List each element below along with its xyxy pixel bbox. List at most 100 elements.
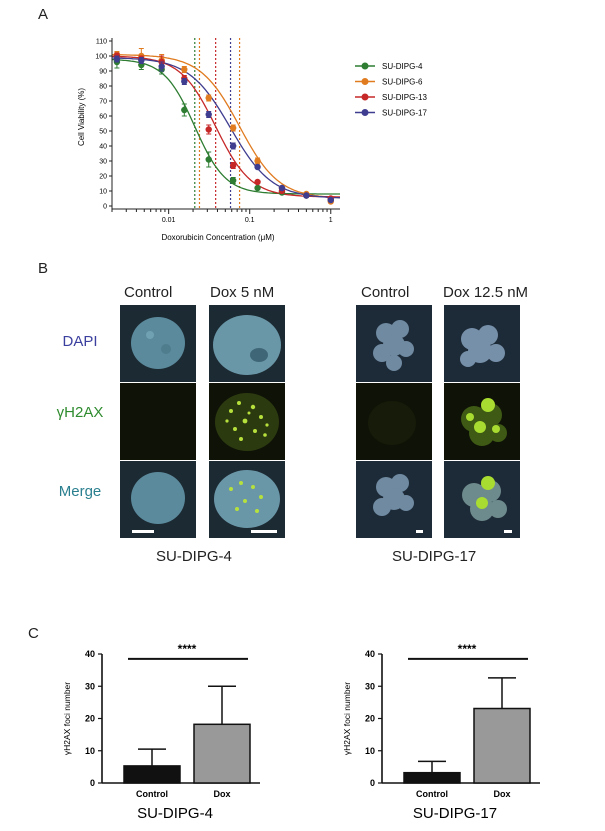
image-gh2ax-dox-dipg17: [444, 383, 520, 460]
y-tick-label: 0: [103, 204, 107, 211]
data-point: [181, 66, 188, 73]
data-point: [254, 178, 261, 186]
x-tick-label: 1: [329, 217, 333, 224]
y-tick-label: 10: [365, 746, 375, 756]
y-tick-label: 90: [99, 69, 107, 76]
y-tick-label: 20: [99, 174, 107, 181]
y-axis-label: γH2AX foci number: [342, 682, 352, 755]
y-axis-label: Cell Viability (%): [77, 88, 86, 146]
category-label: Control: [416, 789, 448, 799]
x-tick-label: 0.01: [162, 217, 176, 224]
caption-dipg17: SU-DIPG-17: [392, 548, 477, 565]
data-point: [229, 162, 237, 169]
image-dapi-control-dipg17: [356, 305, 432, 382]
data-point: [205, 156, 212, 163]
legend-marker: [361, 109, 369, 116]
bar: [193, 723, 251, 784]
data-point: [229, 124, 237, 132]
row-label-gh2ax: γH2AX: [56, 404, 104, 421]
category-label: Dox: [493, 789, 510, 799]
row-label-dapi: DAPI: [62, 333, 98, 350]
bar: [403, 771, 461, 784]
data-point: [181, 78, 188, 85]
y-tick-label: 0: [90, 778, 95, 788]
significance-label: ****: [458, 642, 477, 656]
x-tick-label: 0.1: [245, 217, 255, 224]
y-tick-label: 20: [365, 714, 375, 724]
significance-label: ****: [178, 642, 197, 656]
bar-chart-dipg4: 0 10 20 30 40 γH2AX foci number Control Dox ****…: [62, 642, 260, 822]
data-point: [229, 142, 237, 150]
data-point: [158, 63, 165, 70]
y-tick-label: 110: [96, 39, 107, 46]
col-label-dox-left: Dox 5 nM: [210, 284, 275, 301]
x-axis-label: Doxorubicin Concentration (μM): [161, 233, 274, 242]
y-tick-label: 50: [99, 129, 107, 136]
y-tick-label: 40: [85, 649, 95, 659]
image-dapi-control-dipg4: [120, 305, 196, 382]
panel-label-b: B: [38, 260, 49, 277]
legend-marker: [361, 78, 369, 85]
data-point: [181, 106, 188, 114]
y-tick-label: 10: [99, 189, 107, 196]
col-label-control-left: Control: [124, 284, 173, 301]
data-point: [254, 163, 261, 171]
y-tick-label: 100: [95, 54, 107, 61]
legend-label: SU-DIPG-4: [382, 62, 423, 71]
legend-label: SU-DIPG-6: [382, 78, 423, 87]
image-merge-dox-dipg17: [444, 461, 520, 538]
y-tick-label: 40: [365, 649, 375, 659]
bar: [123, 765, 181, 784]
y-tick-label: 30: [85, 681, 95, 691]
image-dapi-dox-dipg17: [444, 305, 520, 382]
y-tick-label: 40: [99, 144, 107, 151]
col-label-control-right: Control: [361, 284, 410, 301]
y-axis-label: γH2AX foci number: [62, 682, 72, 755]
data-point: [254, 184, 261, 192]
bar: [473, 707, 531, 784]
image-merge-control-dipg4: [120, 461, 196, 538]
col-label-dox-right: Dox 12.5 nM: [443, 284, 529, 301]
y-tick-label: 30: [365, 681, 375, 691]
y-tick-label: 60: [99, 114, 107, 121]
legend-marker: [361, 93, 369, 101]
y-tick-label: 10: [85, 746, 95, 756]
category-label: Dox: [213, 789, 230, 799]
image-dapi-dox-dipg4: [209, 305, 285, 382]
fit-curve: [112, 55, 340, 198]
y-tick-label: 70: [99, 99, 107, 106]
row-label-merge: Merge: [58, 483, 102, 500]
data-point: [278, 184, 286, 192]
chart-title: SU-DIPG-17: [413, 805, 497, 822]
bar-chart-dipg17: 0 10 20 30 40 γH2AX foci number Control Dox ****…: [342, 642, 540, 822]
image-gh2ax-control-dipg4: [120, 383, 196, 460]
legend-label: SU-DIPG-17: [382, 109, 427, 118]
fit-curve: [112, 54, 341, 199]
data-point: [138, 57, 145, 64]
caption-dipg4: SU-DIPG-4: [156, 548, 232, 565]
data-point: [113, 55, 121, 63]
data-point: [303, 192, 310, 199]
y-tick-label: 0: [370, 778, 375, 788]
image-merge-control-dipg17: [356, 461, 432, 538]
data-point: [229, 177, 237, 184]
data-point: [327, 196, 334, 204]
image-merge-dox-dipg4: [209, 461, 285, 538]
y-tick-label: 30: [99, 159, 107, 166]
data-point: [205, 126, 212, 133]
legend-label: SU-DIPG-13: [382, 93, 427, 102]
panel-label-c: C: [28, 625, 39, 642]
data-point: [205, 111, 212, 118]
image-gh2ax-dox-dipg4: [209, 383, 285, 460]
category-label: Control: [136, 789, 168, 799]
data-point: [254, 157, 261, 165]
y-tick-label: 20: [85, 714, 95, 724]
fit-curve: [112, 57, 341, 199]
image-gh2ax-control-dipg17: [356, 383, 432, 460]
data-point: [205, 94, 212, 102]
dose-response-chart: 0 10 20 30 40 50 60 70 80 90 100 110 0.01 0.1 1 SU-DIP…: [77, 38, 427, 242]
chart-title: SU-DIPG-4: [137, 805, 213, 822]
fit-curve: [111, 58, 340, 195]
panel-label-a: A: [38, 6, 49, 23]
legend-marker: [361, 62, 369, 70]
